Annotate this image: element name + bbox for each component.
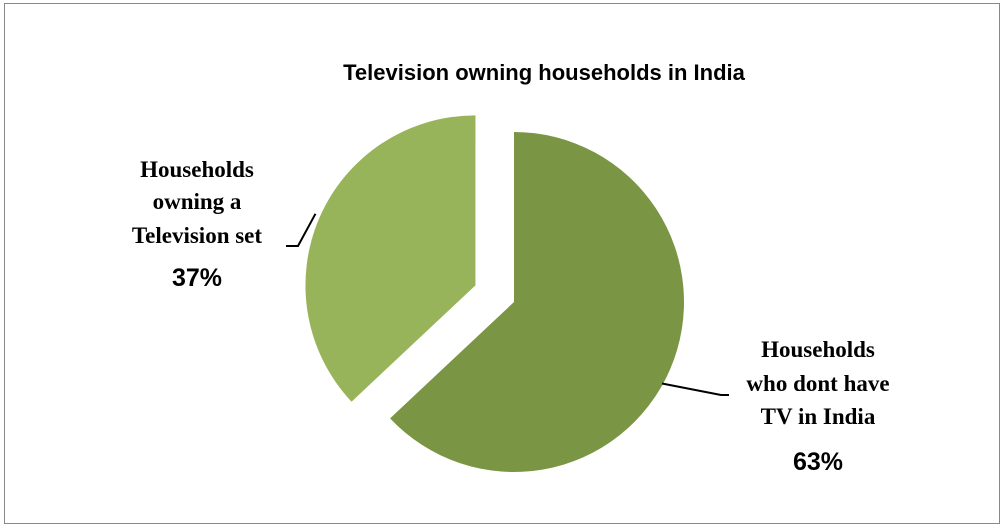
slice-percent-no-tv: 63%: [793, 448, 843, 476]
slice-label-owning-line-2: owning a: [153, 189, 242, 214]
leader-line-no-tv: [661, 382, 729, 396]
pie-chart: Television owning households in India Ho…: [132, 60, 890, 476]
slice-label-owning-line-3: Television set: [132, 223, 262, 248]
slice-label-owning-line-1: Households: [140, 157, 254, 182]
slice-percent-owning: 37%: [172, 264, 222, 292]
slice-label-no-tv-line-1: Households: [761, 337, 875, 362]
chart-frame: Television owning households in India Ho…: [4, 3, 1000, 524]
leader-line-owning: [286, 213, 317, 247]
chart-title: Television owning households in India: [343, 60, 745, 85]
slice-label-no-tv-line-3: TV in India: [761, 404, 876, 429]
slice-label-no-tv-line-2: who dont have: [746, 371, 889, 396]
pie-slice-owning-tv: [305, 115, 476, 402]
pie-slice-no-tv: [390, 132, 684, 472]
leader-lines: [286, 213, 729, 396]
pie-slices: [305, 115, 684, 472]
